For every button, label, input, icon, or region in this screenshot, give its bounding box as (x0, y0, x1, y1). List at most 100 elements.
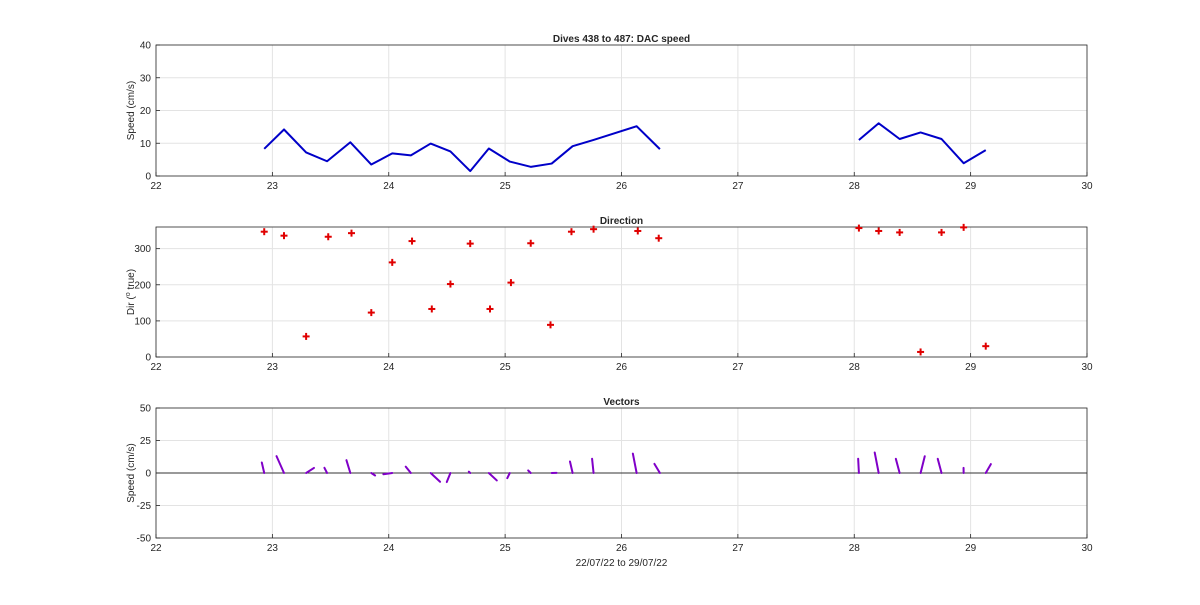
direction-point (547, 321, 555, 329)
velocity-vector (467, 470, 472, 474)
x-tick-label: 22 (150, 543, 162, 554)
velocity-vector (345, 459, 352, 474)
speed-series-line (858, 122, 987, 165)
x-tick-label: 26 (616, 181, 628, 192)
velocity-vector (568, 460, 574, 474)
x-tick-label: 29 (965, 362, 977, 373)
velocity-vector (275, 455, 286, 474)
y-tick-label: 20 (140, 106, 152, 117)
chart-title: Vectors (603, 397, 640, 408)
x-tick-label: 24 (383, 181, 395, 192)
x-tick-label: 24 (383, 543, 395, 554)
direction-point (855, 224, 863, 232)
direction-point (982, 342, 990, 350)
x-tick-label: 28 (849, 181, 861, 192)
direction-point (567, 228, 575, 236)
x-tick-label: 26 (616, 362, 628, 373)
y-tick-label: 0 (145, 172, 151, 183)
x-tick-label: 23 (267, 362, 279, 373)
x-tick-label: 30 (1081, 543, 1093, 554)
y-tick-label: 200 (134, 280, 151, 291)
x-tick-label: 23 (267, 181, 279, 192)
direction-point (388, 258, 396, 266)
x-tick-label: 28 (849, 362, 861, 373)
y-tick-label: -50 (137, 534, 152, 545)
direction-point (280, 232, 288, 240)
velocity-vector (527, 469, 532, 474)
degree-superscript: o (125, 292, 132, 296)
y-axis-label: Speed (cm/s) (126, 443, 137, 502)
velocity-vector (323, 466, 329, 474)
y-tick-label: 10 (140, 139, 152, 150)
velocity-vector (305, 466, 315, 474)
axes-3: 22 23 24 25 26 27 28 29 30 -50 -25 0 25 50 Vectors Spee… (126, 397, 1093, 569)
y-tick-label: 0 (145, 469, 151, 480)
direction-point (348, 229, 356, 237)
x-tick-label: 23 (267, 543, 279, 554)
direction-point (428, 305, 436, 313)
velocity-vector (382, 472, 394, 476)
velocity-vector (984, 463, 992, 474)
x-tick-label: 22 (150, 362, 162, 373)
x-tick-label: 24 (383, 362, 395, 373)
speed-series-line (263, 125, 661, 173)
velocity-vector (857, 457, 860, 474)
direction-point (260, 228, 268, 236)
x-tick-label: 25 (500, 543, 512, 554)
y-tick-label: 40 (140, 41, 152, 52)
y-tick-label: 50 (140, 404, 152, 415)
direction-point (655, 234, 663, 242)
direction-point (634, 227, 642, 235)
velocity-vector (653, 462, 661, 474)
y-axis-label: Dir (o true) (125, 269, 137, 315)
x-tick-label: 30 (1081, 362, 1093, 373)
x-axis-label: 22/07/22 to 29/07/22 (576, 558, 668, 569)
y-tick-label: 300 (134, 244, 151, 255)
x-tick-label: 30 (1081, 181, 1093, 192)
direction-point (486, 305, 494, 313)
x-tick-label: 27 (732, 362, 744, 373)
direction-point (938, 228, 946, 236)
x-tick-label: 27 (732, 181, 744, 192)
direction-point (324, 233, 332, 241)
x-tick-label: 25 (500, 362, 512, 373)
direction-point (446, 280, 454, 288)
velocity-vector (506, 472, 511, 480)
velocity-vector (591, 457, 595, 474)
direction-point (466, 240, 474, 248)
x-tick-label: 25 (500, 181, 512, 192)
chart-title: Dives 438 to 487: DAC speed (553, 34, 690, 45)
direction-point (507, 279, 515, 287)
direction-point (408, 237, 416, 245)
y-tick-label: 30 (140, 73, 152, 84)
velocity-vector (487, 472, 498, 482)
velocity-vector (631, 452, 638, 474)
axes-2: 22 23 24 25 26 27 28 29 300100200300DirectionDir… (125, 216, 1093, 373)
x-tick-label: 28 (849, 543, 861, 554)
direction-point (527, 239, 535, 247)
direction-point (896, 228, 904, 236)
y-tick-label: 100 (134, 316, 151, 327)
y-axis-label: Speed (cm/s) (126, 81, 137, 140)
x-tick-label: 22 (150, 181, 162, 192)
x-tick-label: 26 (616, 543, 628, 554)
direction-point (367, 309, 375, 317)
x-tick-label: 29 (965, 181, 977, 192)
y-axis-label-part: true) (126, 269, 137, 292)
velocity-vector (873, 451, 880, 474)
direction-point (302, 332, 310, 340)
velocity-vector (260, 461, 266, 474)
x-tick-label: 29 (965, 543, 977, 554)
velocity-vector (445, 472, 452, 484)
y-tick-label: -25 (137, 501, 152, 512)
chart-title: Direction (600, 216, 643, 227)
axes-1: 22 23 24 25 26 27 28 29 30 0 10 20 30 40 Dives 438 to … (126, 34, 1093, 192)
velocity-vector (370, 472, 377, 477)
direction-point (917, 348, 925, 356)
direction-point (875, 227, 883, 235)
velocity-vector (429, 472, 442, 483)
velocity-vector (404, 465, 412, 474)
y-tick-label: 25 (140, 436, 152, 447)
direction-point (590, 225, 598, 233)
